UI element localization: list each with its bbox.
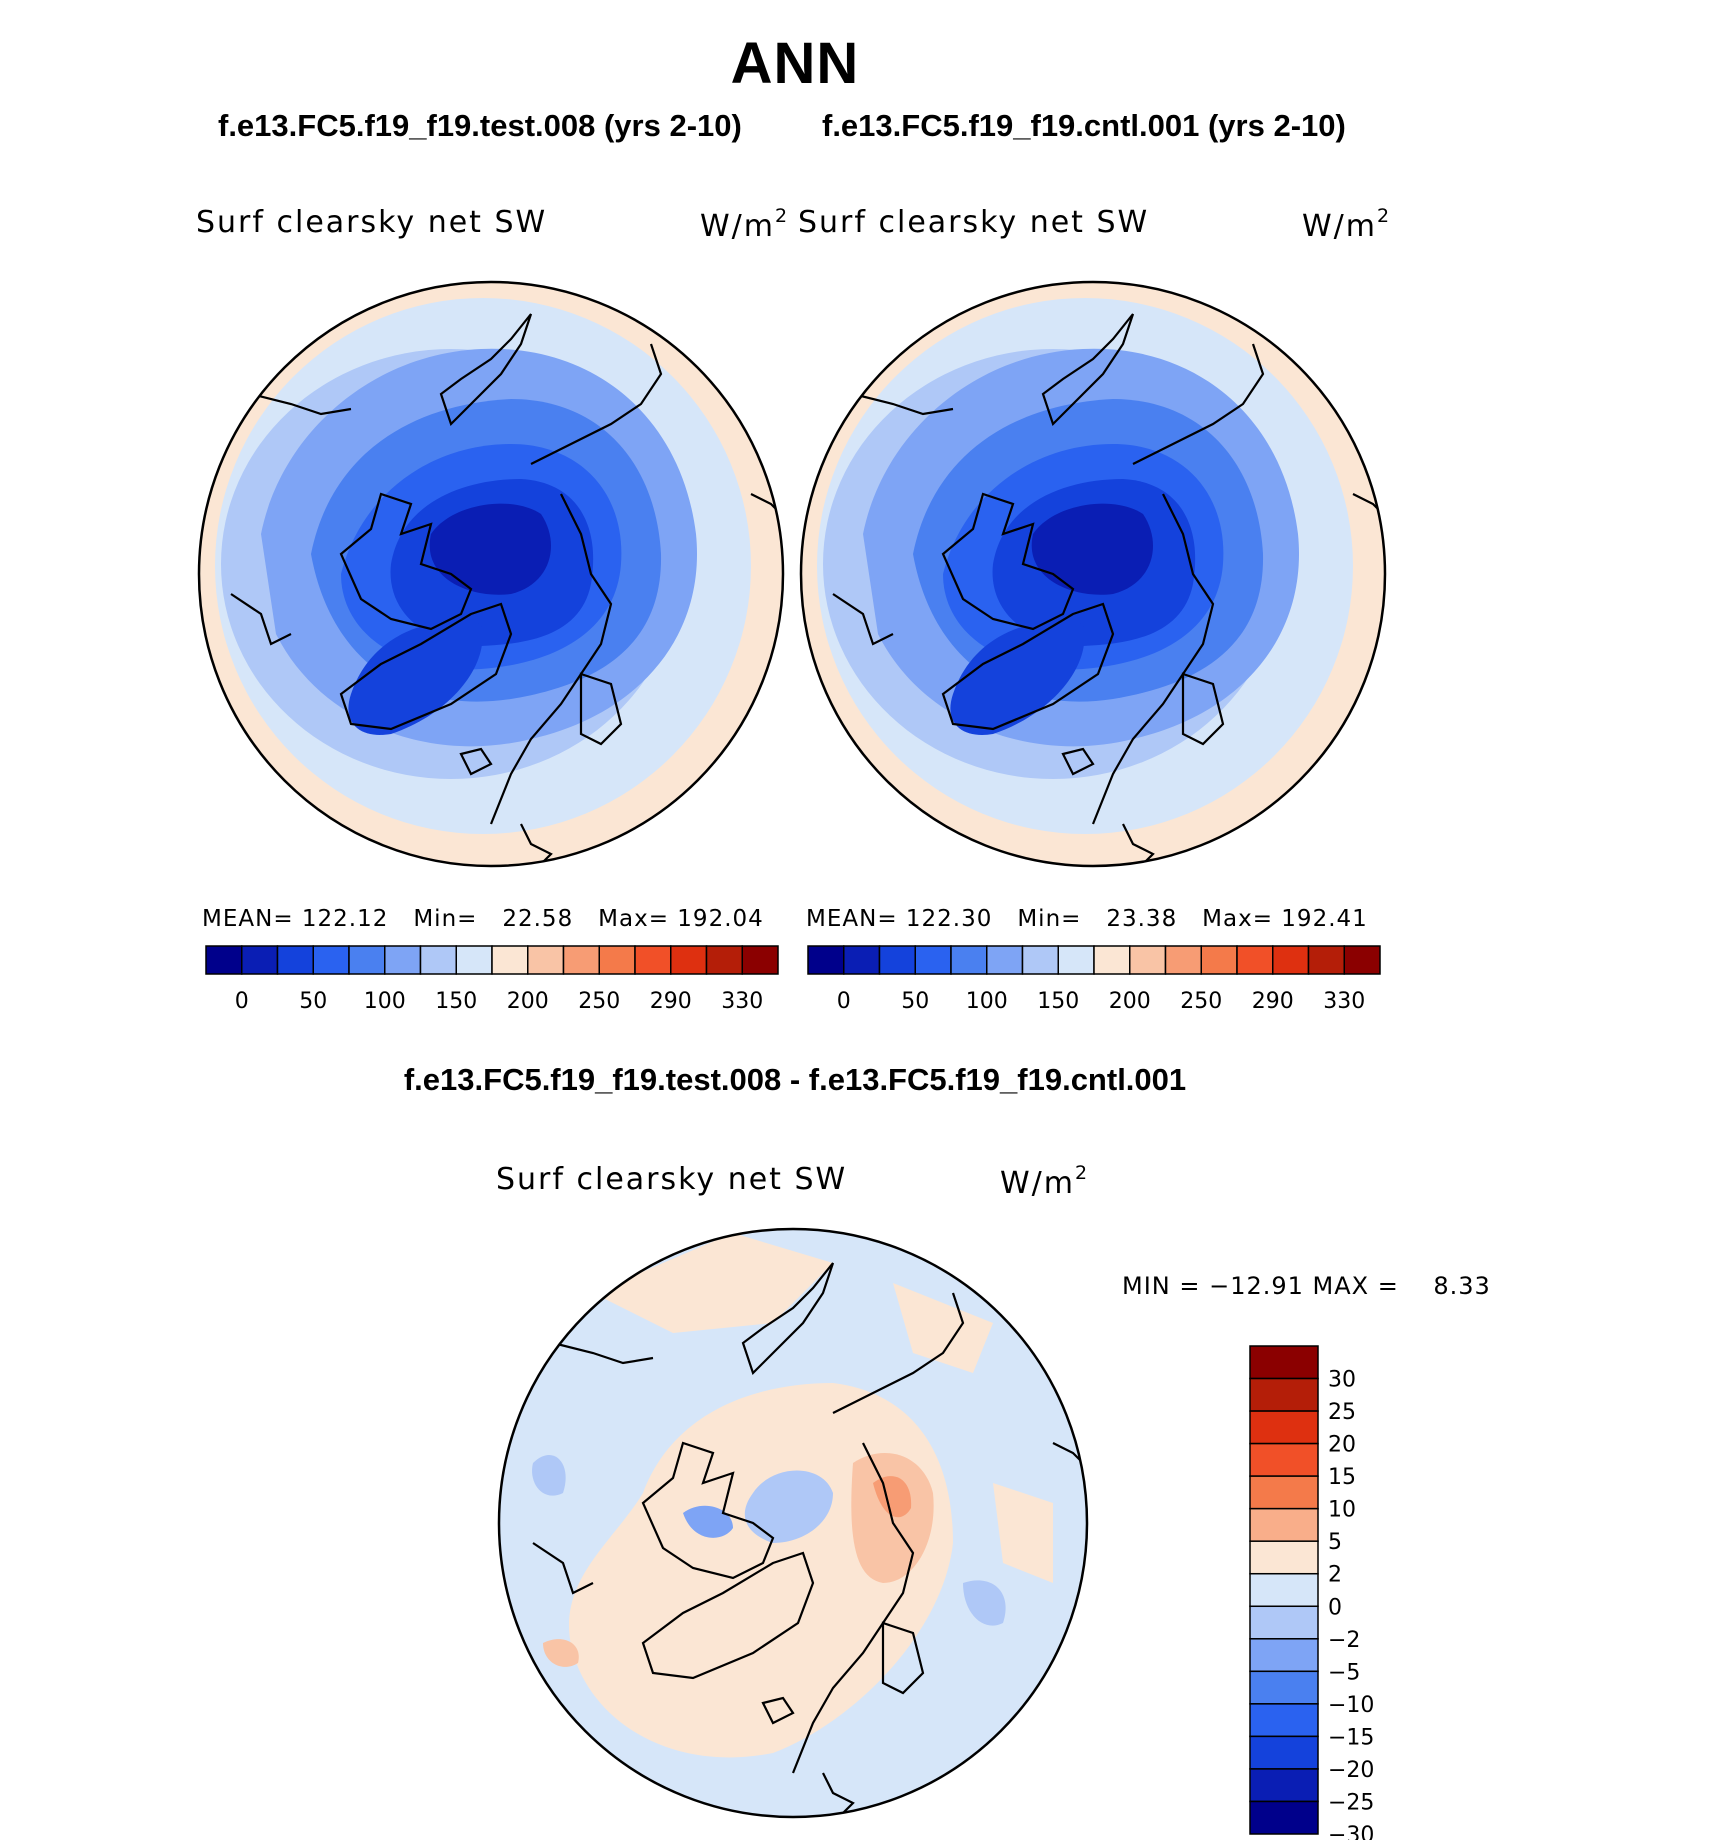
colorbar-tick-label: 150 (1037, 989, 1079, 1014)
colorbar-tick-label: 50 (299, 989, 327, 1014)
control-case-polar-map (799, 280, 1387, 868)
test-case-polar-map (197, 280, 785, 868)
panel-1-units-label: W/m2 (700, 205, 790, 244)
colorbar-tick-label: 290 (1252, 989, 1294, 1014)
colorbar-tick-label: 250 (1180, 989, 1222, 1014)
colorbar-swatch (1249, 1605, 1319, 1640)
colorbar-swatch (1343, 945, 1381, 975)
colorbar-swatch (1249, 1345, 1319, 1380)
colorbar-swatch (634, 945, 672, 975)
colorbar-swatch (1021, 945, 1059, 975)
difference-title: f.e13.FC5.f19_f19.test.008 - f.e13.FC5.f… (403, 1062, 1187, 1097)
colorbar-swatch (1129, 945, 1167, 975)
colorbar-swatch (276, 945, 314, 975)
colorbar-tick-label: 200 (507, 989, 549, 1014)
colorbar-swatch (527, 945, 565, 975)
colorbar-swatch (455, 945, 493, 975)
colorbar-swatch (312, 945, 350, 975)
colorbar-swatch (1272, 945, 1310, 975)
colorbar-swatch (1249, 1735, 1319, 1770)
colorbar-swatch (1249, 1377, 1319, 1412)
difference-polar-map (497, 1227, 1089, 1819)
colorbar-tick-label: 10 (1328, 1498, 1356, 1523)
colorbar-tick-label: −25 (1328, 1790, 1374, 1815)
colorbar-swatch (562, 945, 600, 975)
colorbar-swatch (950, 945, 988, 975)
colorbar-swatch (705, 945, 743, 975)
colorbar-tick-label: 200 (1109, 989, 1151, 1014)
colorbar-swatch (348, 945, 386, 975)
colorbar-swatch (205, 945, 243, 975)
test-case-title: f.e13.FC5.f19_f19.test.008 (yrs 2-10) (218, 108, 742, 143)
colorbar-tick-label: 100 (364, 989, 406, 1014)
panel-1-colorbar: 0 50 100 150 200 250 290 330 (205, 945, 779, 1014)
colorbar-tick-label: 150 (435, 989, 477, 1014)
colorbar-tick-label: 330 (1323, 989, 1365, 1014)
colorbar-tick-label: 0 (1328, 1595, 1342, 1620)
colorbar-swatch (1249, 1442, 1319, 1477)
colorbar-swatch (807, 945, 845, 975)
colorbar-swatch (491, 945, 529, 975)
colorbar-tick-label: 330 (721, 989, 763, 1014)
difference-units-label: W/m2 (1000, 1162, 1090, 1201)
colorbar-swatch (878, 945, 916, 975)
panel-1-variable-label: Surf clearsky net SW (196, 205, 548, 240)
colorbar-swatch (1249, 1703, 1319, 1738)
colorbar-swatch (1249, 1768, 1319, 1803)
colorbar-swatch (986, 945, 1024, 975)
colorbar-swatch (598, 945, 636, 975)
colorbar-tick-label: 250 (578, 989, 620, 1014)
colorbar-swatch (1249, 1475, 1319, 1510)
control-case-title: f.e13.FC5.f19_f19.cntl.001 (yrs 2-10) (822, 108, 1346, 143)
colorbar-tick-label: −2 (1328, 1628, 1360, 1653)
colorbar-tick-label: 15 (1328, 1465, 1356, 1490)
colorbar-swatch (1249, 1540, 1319, 1575)
colorbar-swatch (914, 945, 952, 975)
colorbar-tick-label: 20 (1328, 1433, 1356, 1458)
panel-2-stats: MEAN= 122.30 Min= 23.38 Max= 192.41 (806, 906, 1368, 932)
colorbar-swatch (384, 945, 422, 975)
colorbar-swatch (1249, 1572, 1319, 1608)
colorbar-tick-label: −5 (1328, 1660, 1360, 1685)
colorbar-tick-label: −15 (1328, 1725, 1374, 1750)
colorbar-tick-label: 30 (1328, 1368, 1356, 1393)
colorbar-swatch (1307, 945, 1345, 975)
colorbar-tick-label: −30 (1328, 1823, 1374, 1840)
colorbar-swatch (1164, 945, 1202, 975)
colorbar-swatch (741, 945, 779, 975)
panel-2-colorbar: 0 50 100 150 200 250 290 330 (807, 945, 1381, 1014)
colorbar-tick-label: −10 (1328, 1693, 1374, 1718)
colorbar-tick-label: 0 (837, 989, 851, 1014)
colorbar-tick-label: 0 (235, 989, 249, 1014)
colorbar-tick-label: 290 (650, 989, 692, 1014)
difference-minmax: MIN = −12.91 MAX = 8.33 (1122, 1272, 1491, 1300)
colorbar-tick-label: 100 (966, 989, 1008, 1014)
colorbar-swatch (1200, 945, 1238, 975)
colorbar-swatch (670, 945, 708, 975)
page-title: ANN (730, 31, 860, 96)
colorbar-tick-label: −20 (1328, 1758, 1374, 1783)
colorbar-tick-label: 2 (1328, 1563, 1342, 1588)
difference-variable-label: Surf clearsky net SW (496, 1162, 848, 1197)
colorbar-tick-label: 50 (901, 989, 929, 1014)
colorbar-swatch (1249, 1638, 1319, 1673)
colorbar-swatch (419, 945, 457, 975)
colorbar-tick-label: 5 (1328, 1530, 1342, 1555)
panel-2-variable-label: Surf clearsky net SW (798, 205, 1150, 240)
colorbar-swatch (1249, 1410, 1319, 1445)
colorbar-swatch (1057, 945, 1095, 975)
panel-1-stats: MEAN= 122.12 Min= 22.58 Max= 192.04 (202, 906, 764, 932)
colorbar-swatch (1236, 945, 1274, 975)
colorbar-swatch (241, 945, 279, 975)
colorbar-tick-label: 25 (1328, 1400, 1356, 1425)
panel-2-units-label: W/m2 (1302, 205, 1392, 244)
colorbar-swatch (1249, 1670, 1319, 1705)
colorbar-swatch (1249, 1800, 1319, 1835)
colorbar-swatch (843, 945, 881, 975)
colorbar-swatch (1249, 1507, 1319, 1542)
colorbar-swatch (1093, 945, 1131, 975)
